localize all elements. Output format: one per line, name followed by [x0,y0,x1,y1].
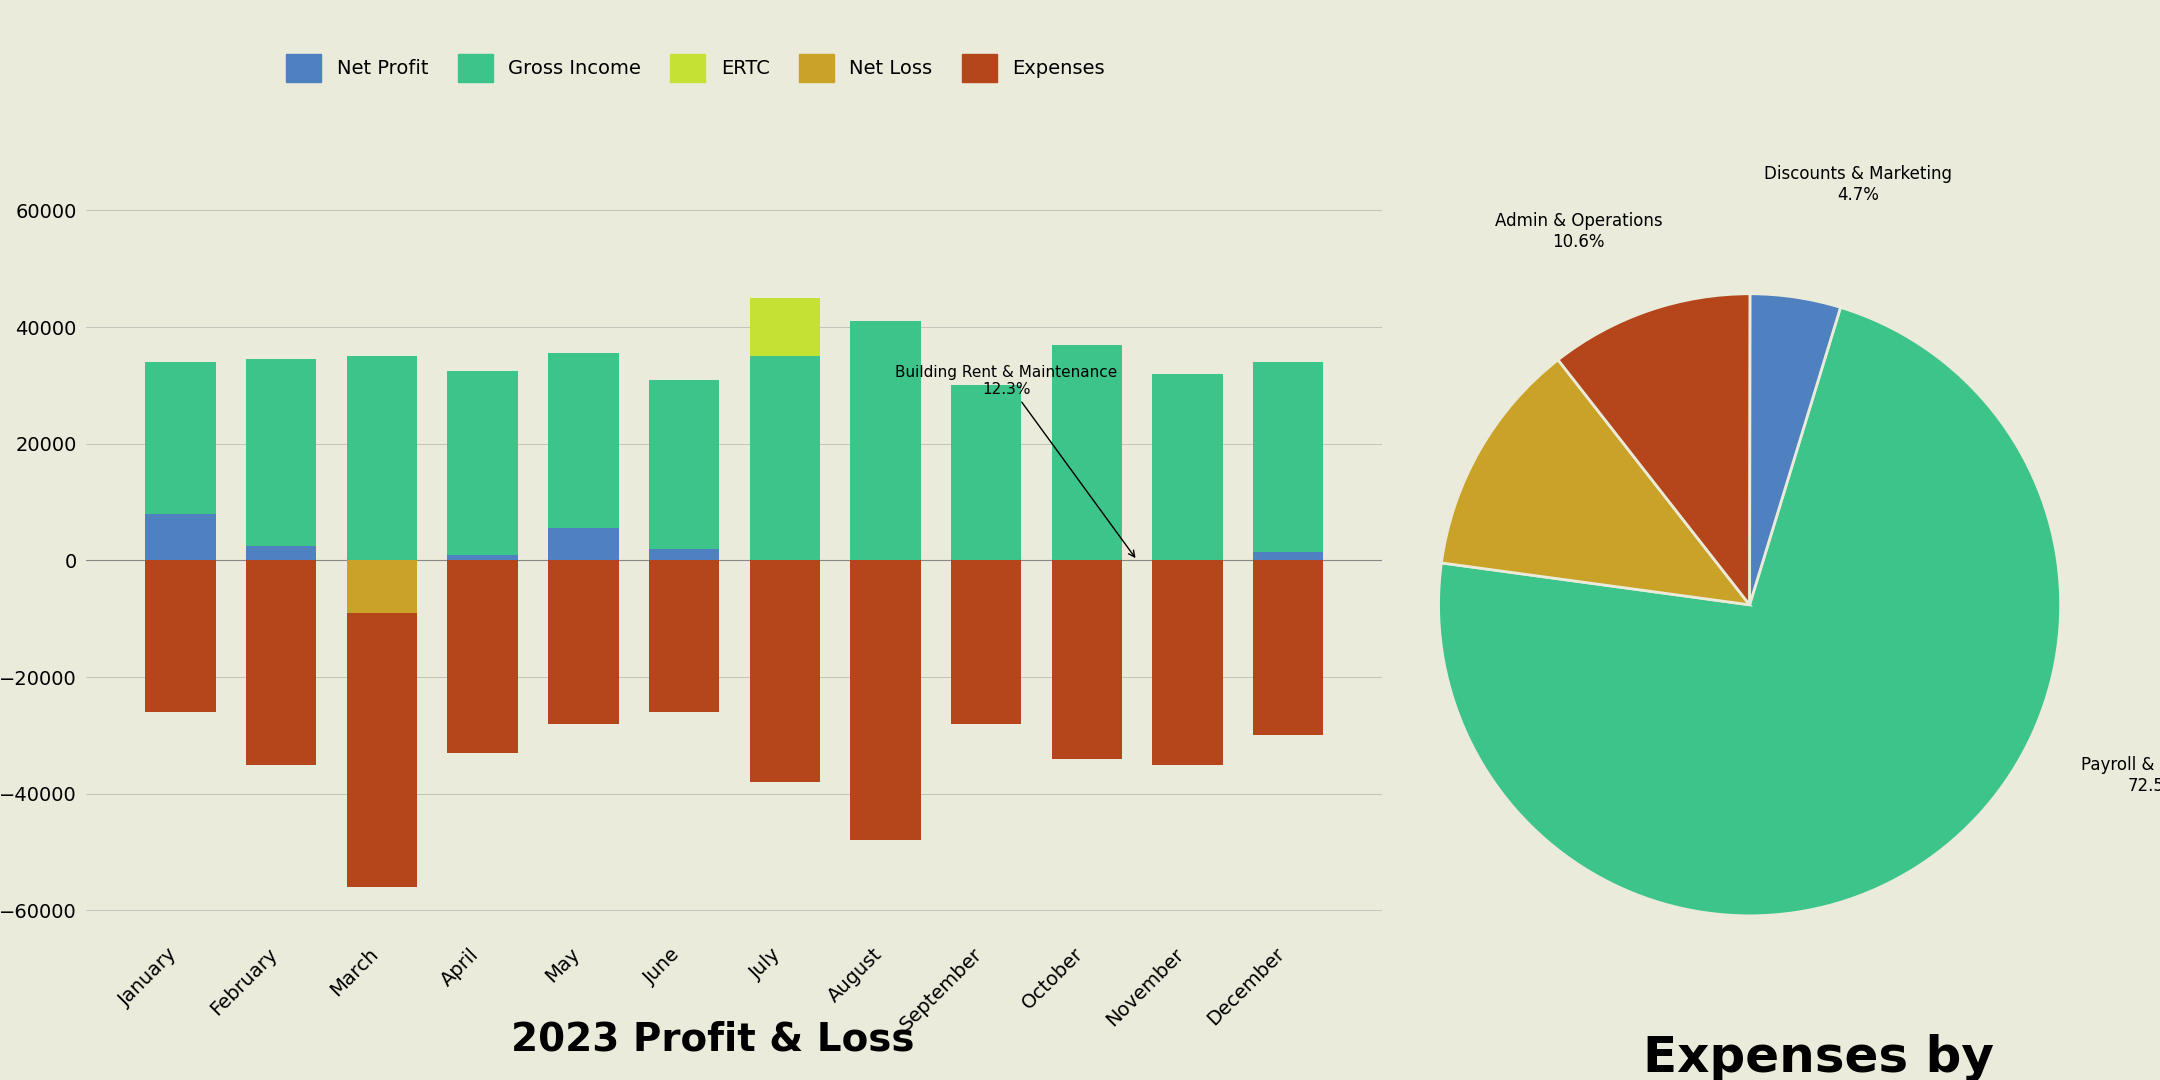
Bar [145,514,216,561]
Text: Admin & Operations
10.6%: Admin & Operations 10.6% [1495,212,1663,251]
Wedge shape [1750,294,1840,605]
Bar [1253,362,1324,552]
Bar [447,555,518,561]
Bar [950,561,1022,724]
Text: Building Rent & Maintenance
12.3%: Building Rent & Maintenance 12.3% [894,365,1134,557]
Bar [950,386,1022,561]
Bar [750,356,821,561]
Bar [447,561,518,753]
Bar [1151,561,1223,765]
Bar [1052,345,1121,561]
Bar [1052,561,1121,759]
Legend: Net Profit, Gross Income, ERTC, Net Loss, Expenses: Net Profit, Gross Income, ERTC, Net Loss… [279,46,1112,90]
Bar [1151,374,1223,561]
Bar [750,298,821,356]
Bar [549,353,618,528]
Bar [246,545,318,561]
Text: Payroll & Benefits
72.5%: Payroll & Benefits 72.5% [2080,756,2160,795]
Wedge shape [1439,308,2061,916]
Bar [648,549,719,561]
Bar [145,362,216,514]
Text: 2023 Profit & Loss: 2023 Profit & Loss [512,1021,914,1058]
Bar [348,561,417,613]
Bar [648,561,719,712]
Bar [348,613,417,887]
Bar [1253,552,1324,561]
Bar [246,561,318,765]
Bar [348,356,417,561]
Bar [145,561,216,712]
Bar [246,360,318,545]
Wedge shape [1441,360,1750,605]
Bar [1253,561,1324,735]
Wedge shape [1557,294,1750,605]
Bar [549,528,618,561]
Bar [648,379,719,549]
Text: Expenses by
Category: Expenses by Category [1642,1034,1994,1080]
Text: Discounts & Marketing
4.7%: Discounts & Marketing 4.7% [1765,165,1953,204]
Bar [447,370,518,555]
Bar [851,561,920,840]
Bar [750,561,821,782]
Bar [549,561,618,724]
Bar [851,321,920,561]
